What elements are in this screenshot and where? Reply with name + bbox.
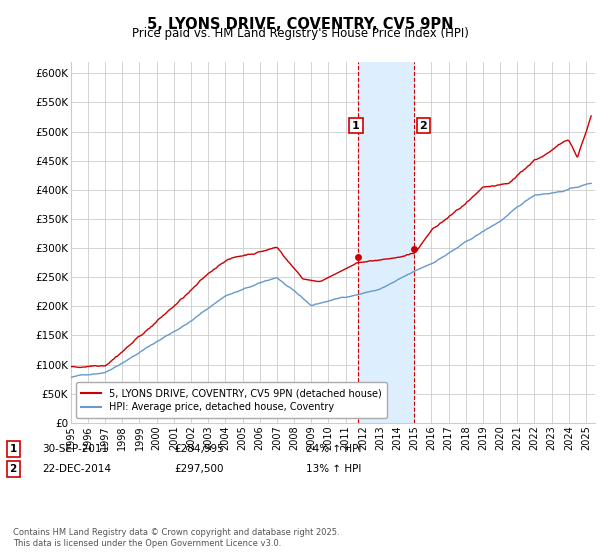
Text: Contains HM Land Registry data © Crown copyright and database right 2025.
This d: Contains HM Land Registry data © Crown c… — [13, 528, 340, 548]
Text: £284,995: £284,995 — [174, 444, 224, 454]
Legend: 5, LYONS DRIVE, COVENTRY, CV5 9PN (detached house), HPI: Average price, detached: 5, LYONS DRIVE, COVENTRY, CV5 9PN (detac… — [76, 382, 388, 418]
Bar — [358, 62, 414, 423]
Text: £297,500: £297,500 — [174, 464, 223, 474]
Text: 13% ↑ HPI: 13% ↑ HPI — [306, 464, 361, 474]
Text: 1: 1 — [10, 444, 17, 454]
Text: 2: 2 — [419, 121, 427, 130]
Text: Price paid vs. HM Land Registry's House Price Index (HPI): Price paid vs. HM Land Registry's House … — [131, 27, 469, 40]
Text: 1: 1 — [352, 121, 360, 130]
Text: 5, LYONS DRIVE, COVENTRY, CV5 9PN: 5, LYONS DRIVE, COVENTRY, CV5 9PN — [147, 17, 453, 32]
Text: 22-DEC-2014: 22-DEC-2014 — [42, 464, 111, 474]
Text: 30-SEP-2011: 30-SEP-2011 — [42, 444, 108, 454]
Text: 2: 2 — [10, 464, 17, 474]
Text: 24% ↑ HPI: 24% ↑ HPI — [306, 444, 361, 454]
